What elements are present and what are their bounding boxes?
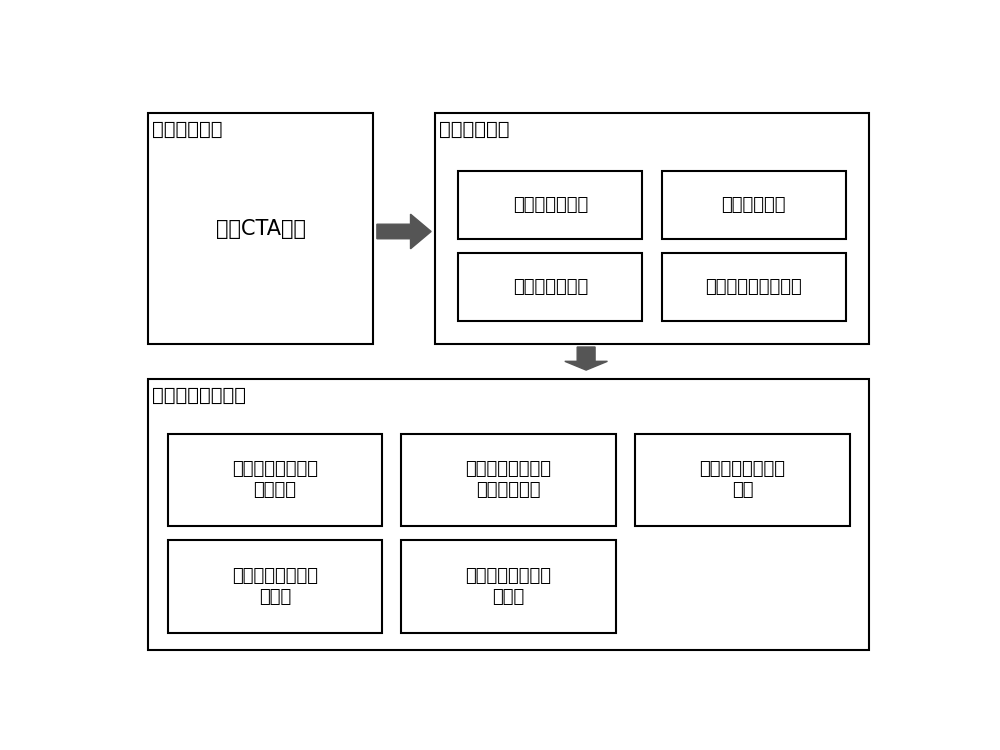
Text: 关键目标定位模块: 关键目标定位模块 — [152, 386, 246, 405]
Text: 数据采集模块: 数据采集模块 — [152, 120, 223, 139]
Polygon shape — [565, 347, 607, 370]
Text: 主动脉窦环平面定
位模块: 主动脉窦环平面定 位模块 — [466, 567, 552, 606]
Text: 主动脉提取模块: 主动脉提取模块 — [513, 196, 588, 214]
Text: 升主动脉平面定位
模块: 升主动脉平面定位 模块 — [699, 460, 785, 500]
Bar — [168, 433, 382, 526]
Bar — [435, 113, 869, 344]
Text: 数据提取模块: 数据提取模块 — [439, 120, 509, 139]
Bar — [168, 541, 382, 633]
Bar — [458, 254, 642, 321]
Polygon shape — [377, 214, 431, 249]
Bar — [458, 171, 642, 238]
Bar — [148, 113, 373, 344]
Text: 主动脉平面提取模块: 主动脉平面提取模块 — [705, 278, 802, 296]
Bar — [635, 433, 850, 526]
Bar — [148, 379, 869, 650]
Bar — [401, 433, 616, 526]
Bar — [662, 254, 846, 321]
Bar — [401, 541, 616, 633]
Text: 中心线提取模块: 中心线提取模块 — [513, 278, 588, 296]
Text: 主动脉窦管连接处
平面定位模块: 主动脉窦管连接处 平面定位模块 — [466, 460, 552, 500]
Text: 冠脉提取模块: 冠脉提取模块 — [721, 196, 786, 214]
Text: 心脏CTA数据: 心脏CTA数据 — [216, 218, 306, 238]
Text: 主动脉瓣环平面定
位模块: 主动脉瓣环平面定 位模块 — [232, 567, 318, 606]
Text: 左右冠脉开口位置
定位模块: 左右冠脉开口位置 定位模块 — [232, 460, 318, 500]
Bar — [662, 171, 846, 238]
